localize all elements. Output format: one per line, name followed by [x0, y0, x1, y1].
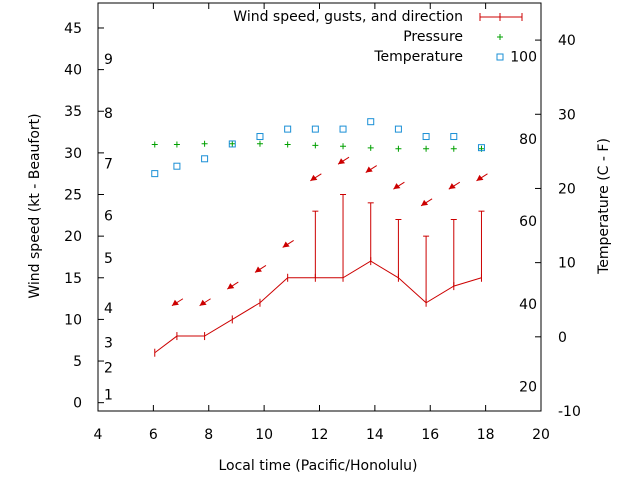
beaufort-label: 3	[104, 336, 113, 352]
y-tick-label: 10	[64, 312, 82, 328]
x-tick-label: 12	[311, 427, 329, 443]
pressure-point	[395, 145, 402, 152]
y-tick-label: 30	[64, 146, 82, 162]
fahrenheit-label: 40	[519, 297, 537, 313]
beaufort-label: 2	[104, 361, 113, 377]
y-tick-label: 20	[64, 229, 82, 245]
fahrenheit-label: 20	[519, 380, 537, 396]
beaufort-label: 8	[104, 106, 113, 122]
temperature-point	[367, 118, 375, 126]
y2-tick-label: 30	[558, 107, 576, 123]
pressure-point	[256, 140, 263, 147]
y-tick-label: 35	[64, 104, 82, 120]
x-axis-label: Local time (Pacific/Honolulu)	[218, 458, 417, 474]
temperature-point	[311, 125, 319, 133]
temperature-point	[394, 125, 402, 133]
pressure-point	[229, 140, 236, 147]
y-tick-label: 5	[73, 354, 82, 370]
wind-direction-arrowhead	[310, 174, 318, 181]
temperature-point	[256, 133, 264, 141]
wind-direction-arrowhead	[393, 183, 401, 190]
legend-wind-label: Wind speed, gusts, and direction	[233, 9, 463, 25]
wind-direction-arrowhead	[365, 166, 373, 173]
temperature-point	[450, 133, 458, 141]
pressure-point	[340, 143, 347, 150]
temperature-point	[339, 125, 347, 133]
beaufort-label: 9	[104, 52, 113, 68]
y-tick-label: 40	[64, 63, 82, 79]
y-axis-label: Wind speed (kt - Beaufort)	[27, 113, 43, 298]
beaufort-label: 6	[104, 208, 113, 224]
series	[151, 118, 488, 357]
beaufort-label: 4	[104, 301, 113, 317]
x-tick-label: 18	[477, 427, 495, 443]
beaufort-label: 5	[104, 251, 113, 267]
wind-direction-arrowhead	[282, 241, 290, 248]
pressure-point	[367, 144, 374, 151]
wind-direction-arrowhead	[421, 199, 429, 206]
y2-tick-label: 0	[558, 330, 567, 346]
wind-direction-arrowhead	[448, 183, 456, 190]
y2-tick-label: 10	[558, 256, 576, 272]
temperature-point	[173, 162, 181, 170]
fahrenheit-label: 60	[519, 214, 537, 230]
pressure-point	[173, 141, 180, 148]
temperature-point	[284, 125, 292, 133]
x-tick-label: 16	[421, 427, 439, 443]
wind-direction-arrowhead	[254, 266, 262, 273]
temperature-point	[228, 140, 236, 148]
x-tick-label: 14	[366, 427, 384, 443]
fahrenheit-label: 80	[519, 132, 537, 148]
wind-direction-arrowhead	[171, 299, 179, 306]
y2-tick-label: 40	[558, 33, 576, 49]
legend-temperature-label: Temperature	[373, 49, 463, 65]
pressure-point	[312, 142, 319, 149]
wind-direction-arrowhead	[227, 283, 235, 290]
wind-direction-arrowhead	[476, 174, 484, 181]
temperature-point	[201, 155, 209, 163]
x-tick-label: 6	[149, 427, 158, 443]
wind-direction-arrowhead	[199, 299, 207, 306]
fahrenheit-label: 100	[510, 49, 537, 65]
legend-pressure-label: Pressure	[403, 29, 463, 45]
pressure-point	[151, 141, 158, 148]
y2-axis-label: Temperature (C - F)	[596, 138, 612, 275]
pressure-point	[284, 141, 291, 148]
y2-tick-label: 20	[558, 181, 576, 197]
y-tick-label: 25	[64, 188, 82, 204]
x-tick-label: 8	[204, 427, 213, 443]
axes: 4 6 8 10 12 14 16 18 20051015202530354045-100102…	[64, 2, 581, 443]
y-tick-label: 15	[64, 271, 82, 287]
pressure-point	[450, 145, 457, 152]
x-tick-label: 20	[532, 427, 550, 443]
temperature-point	[422, 133, 430, 141]
legend-temperature-symbol	[496, 53, 504, 61]
pressure-point	[201, 140, 208, 147]
y2-tick-label: -10	[558, 404, 581, 420]
x-tick-label: 10	[255, 427, 273, 443]
legend-pressure-symbol	[497, 34, 503, 40]
y-tick-label: 0	[73, 396, 82, 412]
beaufort-label: 7	[104, 157, 113, 173]
wind-direction-arrowhead	[338, 158, 346, 165]
legend: Wind speed, gusts, and direction Pressure…	[233, 9, 523, 65]
beaufort-label: 1	[104, 387, 113, 403]
y-tick-label: 45	[64, 21, 82, 37]
pressure-point	[423, 145, 430, 152]
x-tick-label: 4	[94, 427, 103, 443]
temperature-point	[477, 144, 485, 152]
temperature-point	[151, 170, 159, 178]
